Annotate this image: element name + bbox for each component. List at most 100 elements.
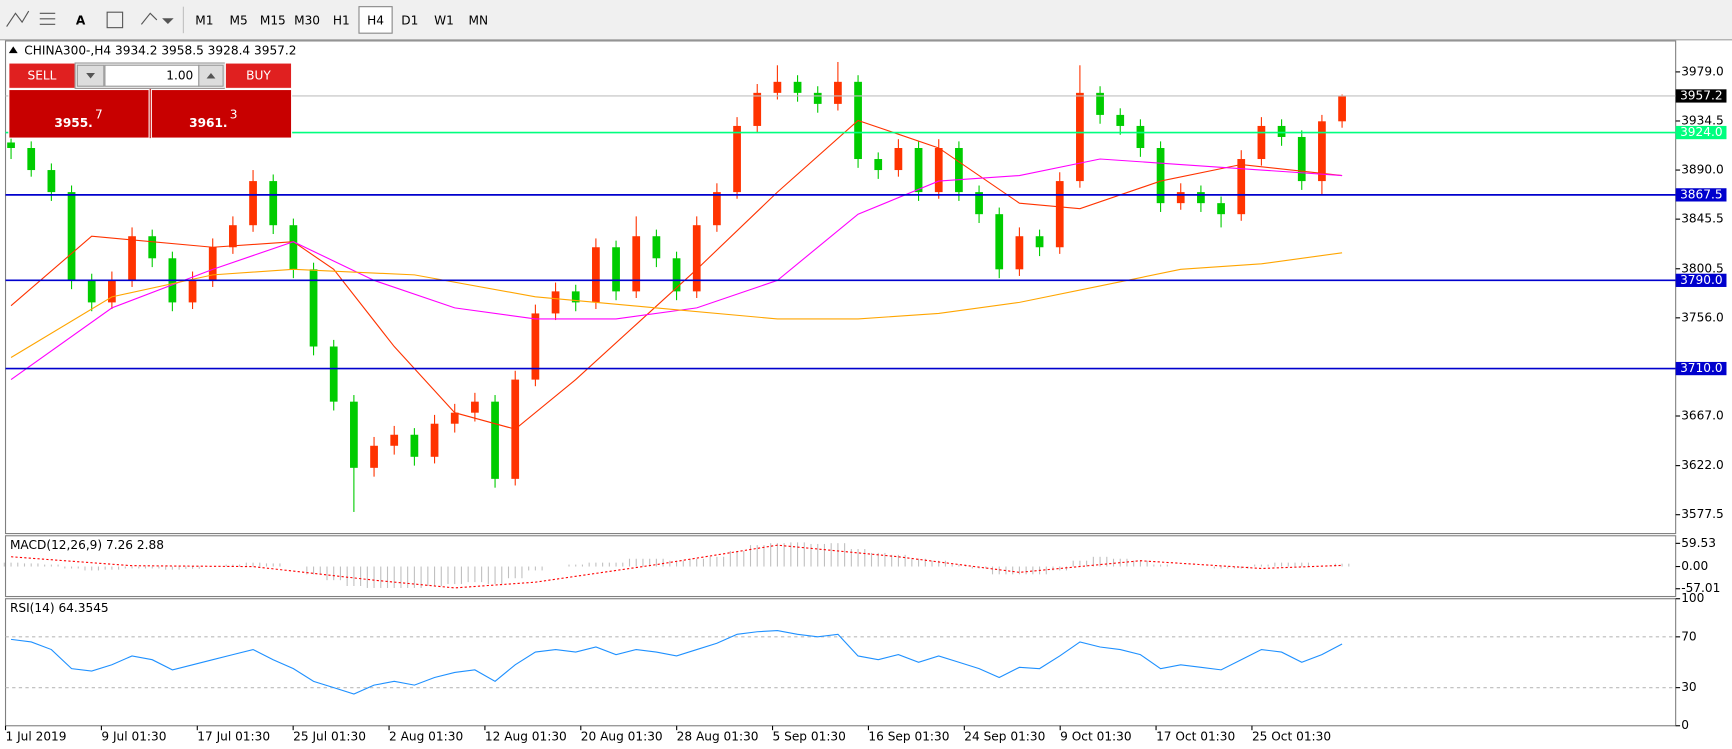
time-axis: 1 Jul 2019 9 Jul 01:30 17 Jul 01:30 25 Jul …	[4, 725, 1331, 743]
y-tick-label: 3622.0	[1681, 458, 1723, 472]
candle-body	[390, 434, 399, 446]
candle-body	[47, 170, 56, 193]
candle-body	[753, 92, 762, 126]
y-tick-label: 3979.0	[1681, 64, 1723, 78]
time-label: 25 Oct 01:30	[1252, 729, 1331, 743]
time-label: 9 Jul 01:30	[101, 729, 166, 743]
candle-body	[67, 192, 76, 281]
icon-text[interactable]: A	[76, 14, 86, 28]
candle-body	[370, 445, 378, 468]
buy-price-box[interactable]	[150, 88, 293, 139]
timeframe-button[interactable]: D1	[401, 14, 418, 28]
macd-signal	[11, 544, 1343, 589]
candle-body	[1035, 236, 1044, 248]
price-chart: 3979.0 3934.5 3890.0 3845.5 3800.5 3756.0 3667…	[5, 43, 1727, 521]
candle-body	[148, 236, 157, 259]
candle-body	[652, 236, 661, 259]
panel-title: MACD(12,26,9) 7.26 2.88	[10, 538, 164, 552]
time-label: 5 Sep 01:30	[773, 729, 846, 743]
timeframe-button[interactable]: H1	[333, 14, 350, 28]
sell-label[interactable]: SELL	[28, 69, 57, 83]
sell-button[interactable]	[8, 62, 76, 89]
candle-body	[289, 225, 298, 270]
candle-body	[914, 148, 923, 193]
y-tick-label: 3845.5	[1681, 212, 1723, 226]
candle-body	[1096, 92, 1104, 115]
candle-body	[450, 412, 459, 424]
rsi-chart: 100 70 30 0 RSI(14) 64.3545	[5, 591, 1704, 732]
bid-label: 3957.2	[1680, 88, 1722, 102]
candle-body	[27, 148, 36, 171]
y-tick-label: 3667.0	[1681, 408, 1723, 422]
y-tick-label: 100	[1681, 591, 1704, 605]
moving-average	[10, 158, 1343, 381]
icon-label[interactable]	[106, 11, 124, 29]
buy-price-big: 3	[230, 107, 238, 121]
candle-body	[1055, 181, 1064, 248]
candle-body	[410, 434, 419, 457]
y-tick-label: 0.00	[1681, 559, 1708, 573]
moving-average	[10, 252, 1343, 358]
candle-body	[491, 401, 499, 479]
rsi-line	[10, 629, 1343, 695]
y-tick-label: 30	[1681, 680, 1696, 694]
candle-body	[108, 280, 116, 303]
candle-body	[128, 236, 136, 281]
timeframe-button[interactable]: H4	[367, 14, 384, 28]
candle-body	[1076, 92, 1084, 182]
candle-body	[773, 81, 782, 93]
timeframe-button[interactable]: M30	[294, 14, 320, 28]
level-label: 3790.0	[1680, 273, 1722, 287]
candle-body	[471, 401, 479, 413]
time-label: 17 Jul 01:30	[197, 729, 270, 743]
trade-panel: SELL 1.00 BUY 3955. 7 3961. 3	[8, 62, 293, 139]
time-label: 16 Sep 01:30	[868, 729, 949, 743]
buy-button[interactable]	[224, 62, 293, 89]
lot-value[interactable]: 1.00	[166, 69, 193, 83]
candle-body	[1318, 121, 1326, 182]
buy-label[interactable]: BUY	[246, 69, 271, 83]
timeframe-button[interactable]: W1	[434, 14, 454, 28]
collapse-icon[interactable]	[8, 46, 18, 54]
y-tick-label: -57.01	[1681, 581, 1720, 595]
candle-body	[592, 247, 600, 303]
timeframe-active	[358, 6, 393, 34]
lot-down-icon	[86, 72, 95, 79]
time-label: 17 Oct 01:30	[1156, 729, 1235, 743]
timeframe-button[interactable]: M5	[229, 14, 247, 28]
icon-lines[interactable]	[39, 12, 56, 25]
candle-body	[249, 181, 257, 226]
candle-body	[1176, 192, 1185, 204]
timeframe-button[interactable]: M15	[260, 14, 286, 28]
sell-price-box[interactable]	[8, 88, 150, 139]
candle-body	[1237, 159, 1246, 215]
y-tick-label: 59.53	[1681, 536, 1716, 550]
time-label: 2 Aug 01:30	[389, 729, 463, 743]
y-tick-label: 3890.0	[1681, 163, 1723, 177]
icon-crosshair[interactable]	[6, 10, 30, 27]
timeframe-button[interactable]: M1	[195, 14, 213, 28]
timeframe-button[interactable]: MN	[469, 14, 489, 28]
time-label: 25 Jul 01:30	[293, 729, 366, 743]
candle-body	[229, 225, 237, 248]
macd-panel	[4, 535, 1677, 598]
rsi-panel	[4, 598, 1677, 727]
candle-body	[874, 159, 883, 171]
candle-body	[1136, 125, 1145, 149]
bid-label-bg	[1675, 89, 1727, 103]
candle-body	[87, 280, 96, 303]
tool-icons: A	[6, 10, 174, 29]
candle-body	[733, 125, 741, 193]
level-label: 3924.0	[1680, 125, 1722, 139]
icon-dropdown[interactable]	[162, 18, 174, 25]
candle-body	[934, 148, 943, 193]
candle-body	[531, 313, 540, 380]
candle-body	[612, 247, 620, 292]
candle-body	[692, 225, 701, 292]
time-label: 24 Sep 01:30	[964, 729, 1045, 743]
lot-up-icon	[206, 72, 216, 79]
icon-arrows[interactable]	[140, 12, 158, 25]
y-tick-label: 3577.5	[1681, 507, 1723, 521]
sell-price-big: 7	[95, 107, 103, 121]
